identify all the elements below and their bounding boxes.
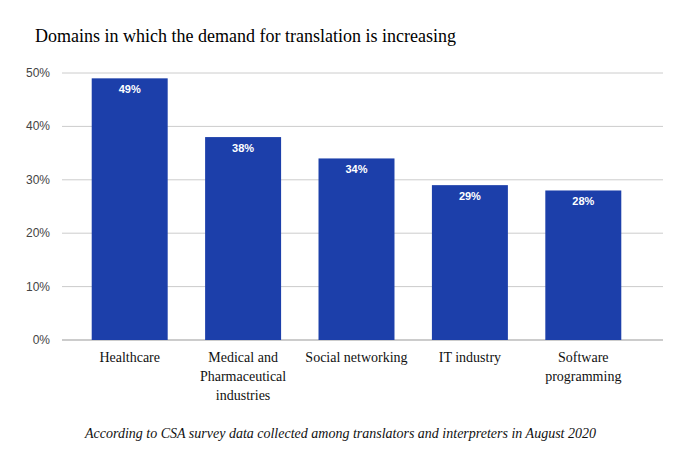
x-tick-label: IT industry (439, 350, 501, 365)
bar (92, 78, 168, 340)
annotation: According to CSA survey data collected a… (84, 426, 596, 441)
data-label: 38% (232, 142, 254, 154)
bars (92, 78, 622, 340)
y-tick-label: 20% (26, 226, 50, 240)
bar (319, 158, 395, 340)
x-tick-label: Healthcare (99, 350, 160, 365)
y-tick-label: 40% (26, 119, 50, 133)
data-label: 49% (119, 83, 141, 95)
y-tick-label: 50% (26, 66, 50, 80)
y-tick-label: 30% (26, 173, 50, 187)
bar (205, 137, 281, 340)
x-tick-label: Medical andPharmaceuticalindustries (200, 350, 286, 403)
labels: 49% 38% 34% 29% 28% Healthcare Medical andPhar… (99, 83, 621, 403)
grid-line (62, 73, 663, 74)
data-label: 29% (459, 190, 481, 202)
y-tick-label: 0% (33, 333, 51, 347)
y-tick-label: 10% (26, 280, 50, 294)
bar (432, 185, 508, 340)
bar (545, 190, 621, 340)
x-tick-label: Social networking (305, 350, 407, 365)
background (0, 0, 681, 464)
title: Domains in which the demand for translat… (35, 26, 456, 46)
chart: Domains in which the demand for translat… (0, 0, 681, 464)
data-label: 28% (572, 195, 594, 207)
x-tick-label: Softwareprogramming (545, 350, 621, 384)
data-label: 34% (345, 163, 367, 175)
